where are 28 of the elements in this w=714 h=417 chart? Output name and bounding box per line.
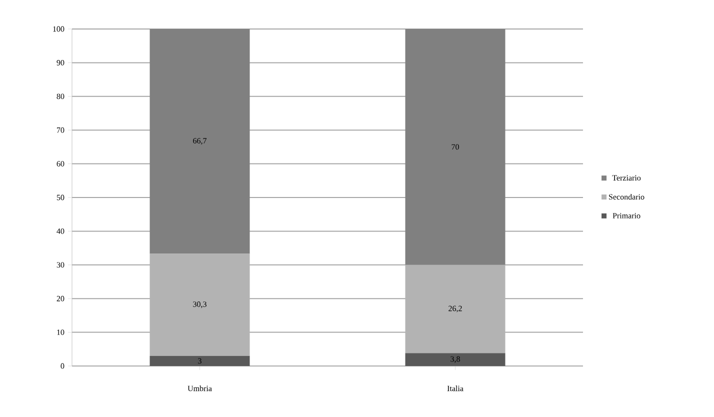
legend-label: Secondario: [609, 194, 644, 200]
y-tick-label: 10: [57, 330, 64, 335]
y-tick-label: 0: [60, 363, 64, 369]
legend-label: Terziario: [612, 175, 641, 181]
y-tick-label: 100: [53, 26, 64, 32]
data-label: 30,3: [193, 302, 206, 308]
bar: [150, 356, 250, 366]
bar: [150, 28, 250, 254]
data-label: 66,7: [193, 138, 207, 145]
bar: [405, 28, 506, 265]
x-tick-label: Italia: [447, 386, 464, 392]
y-tick-label: 80: [56, 94, 64, 100]
y-tick-label: 30: [56, 262, 64, 268]
y-tick-label: 90: [56, 60, 64, 66]
data-label: 70: [452, 144, 459, 150]
y-tick-label: 70: [57, 127, 64, 133]
bar: [150, 254, 250, 356]
y-tick-label: 20: [56, 296, 64, 302]
x-tick-label: Umbria: [188, 386, 212, 392]
y-tick-label: 40: [56, 228, 64, 234]
bar: [405, 353, 506, 366]
bar: [405, 264, 506, 354]
legend-label: Primario: [612, 213, 640, 218]
data-label: 26,2: [448, 306, 462, 312]
data-label: 3,8: [450, 356, 460, 363]
y-tick-label: 60: [56, 161, 64, 166]
y-tick-label: 50: [56, 194, 64, 200]
data-label: 3: [198, 358, 202, 364]
